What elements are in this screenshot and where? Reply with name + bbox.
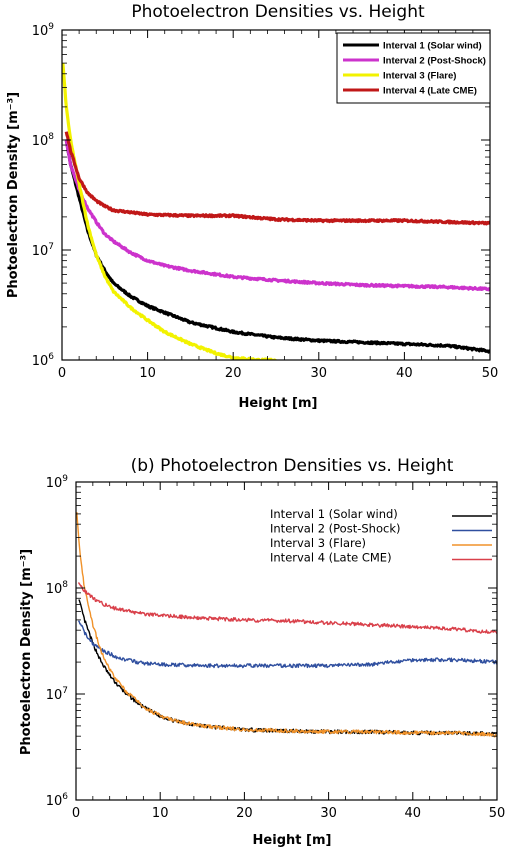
panel-b-legend-label-2: Interval 2 (Post-Shock) (270, 522, 400, 536)
panel-b-xtick-label: 40 (405, 806, 422, 821)
panel-b-xtick-label: 50 (489, 806, 506, 821)
panel-a-series-line-1 (64, 140, 490, 354)
panel-a-legend-label-3: Interval 3 (Flare) (383, 71, 456, 82)
panel-a-ytick-label: 109 (32, 22, 55, 39)
panel-b-title: (b) Photoelectron Densities vs. Height (131, 456, 454, 476)
panel-b-xtick-label: 0 (72, 806, 80, 821)
panel-b-legend: Interval 1 (Solar wind)Interval 2 (Post-… (270, 507, 492, 565)
panel-a-ytick-label: 107 (32, 242, 54, 259)
panel-a-title: Photoelectron Densities vs. Height (131, 2, 425, 22)
panel-b: (b) Photoelectron Densities vs. Height H… (19, 456, 505, 848)
panel-a-legend-label-2: Interval 2 (Post-Shock) (383, 56, 486, 67)
panel-a-series-line-4 (64, 131, 490, 226)
panel-b-ytick-label: 108 (46, 580, 69, 597)
panel-b-plot-area (76, 512, 497, 738)
panel-a-xtick-label: 30 (311, 366, 328, 381)
panel-a-plot-area (62, 63, 490, 360)
panel-b-ytick-label: 109 (46, 474, 69, 491)
panel-a-xtick-label: 10 (139, 366, 156, 381)
panel-a-legend-label-1: Interval 1 (Solar wind) (383, 41, 482, 52)
panel-b-legend-label-1: Interval 1 (Solar wind) (270, 507, 398, 521)
panel-a-xtick-label: 40 (396, 366, 413, 381)
panel-a-legend-label-4: Interval 4 (Late CME) (383, 86, 477, 97)
panel-b-series-line-2 (77, 620, 497, 669)
panel-a-ylabel: Photoelectron Density [m⁻³] (6, 92, 21, 298)
panel-a-xtick-label: 20 (225, 366, 242, 381)
panel-a-xtick-label: 50 (482, 366, 499, 381)
panel-b-xtick-label: 30 (320, 806, 337, 821)
panel-b-series-line-3 (76, 512, 497, 738)
panel-b-legend-label-3: Interval 3 (Flare) (270, 536, 366, 550)
panel-a-xlabel: Height [m] (239, 396, 318, 411)
panel-a-series-line-3 (62, 63, 277, 360)
panel-a-legend: Interval 1 (Solar wind) Interval 2 (Post-… (336, 32, 491, 104)
panel-a: Photoelectron Densities vs. Height Heigh… (6, 2, 498, 411)
panel-b-xtick-label: 20 (236, 806, 253, 821)
panel-a-ytick-label: 106 (32, 352, 55, 369)
panel-b-ylabel: Photoelectron Density [m⁻³] (19, 549, 34, 755)
panel-b-ytick-label: 107 (46, 686, 68, 703)
panel-a-xtick-label: 0 (58, 366, 66, 381)
panel-a-plot-frame (61, 29, 491, 361)
panel-b-xlabel: Height [m] (253, 833, 332, 848)
panel-b-plot-frame (75, 481, 498, 801)
panel-a-series-line-2 (64, 139, 490, 292)
panel-b-series-line-4 (77, 582, 497, 635)
panel-b-legend-label-4: Interval 4 (Late CME) (270, 551, 392, 565)
panel-b-ytick-label: 106 (46, 792, 69, 809)
panel-a-ytick-label: 108 (32, 132, 55, 149)
panel-b-xtick-label: 10 (152, 806, 169, 821)
